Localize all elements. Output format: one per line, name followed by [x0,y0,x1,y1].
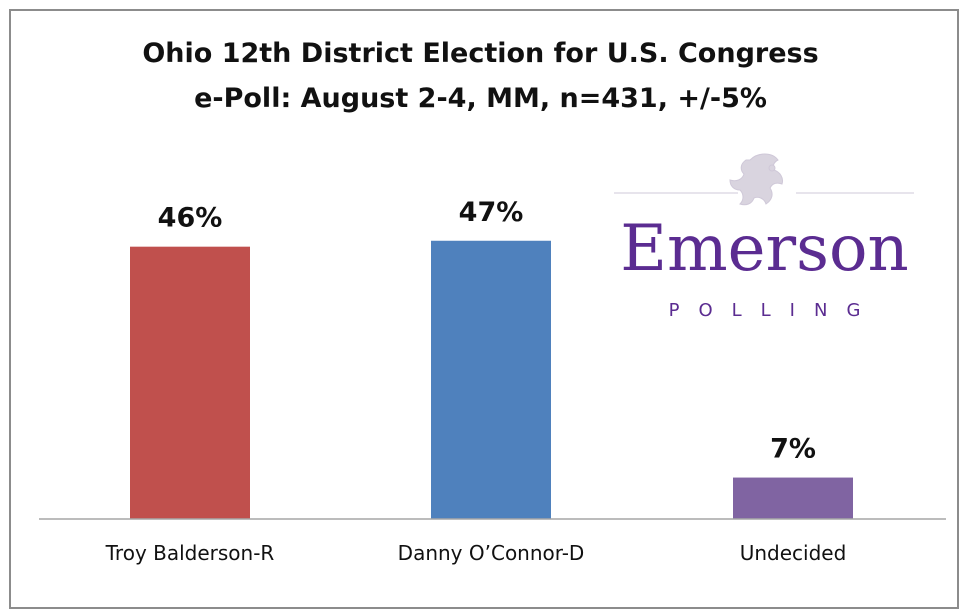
emerson-logo-wordmark: Emerson [620,212,909,286]
bar-2 [733,477,853,519]
bar-0 [130,246,250,519]
emerson-logo-subtitle: POLLING [668,300,880,321]
lion-crest-icon [729,153,783,206]
chart-subtitle: e-Poll: August 2-4, MM, n=431, +/-5% [194,83,767,114]
data-label-2: 7% [770,434,816,465]
data-label-1: 47% [459,197,524,228]
bar-chart: 46% Troy Balderson-R 47% Danny O’Connor-D 7%… [39,153,946,565]
category-label-0: Troy Balderson-R [105,541,275,565]
data-label-0: 46% [158,203,223,234]
bar-1 [431,240,551,519]
category-label-1: Danny O’Connor-D [398,541,585,565]
category-label-2: Undecided [740,541,847,565]
chart-title: Ohio 12th District Election for U.S. Con… [142,38,819,69]
